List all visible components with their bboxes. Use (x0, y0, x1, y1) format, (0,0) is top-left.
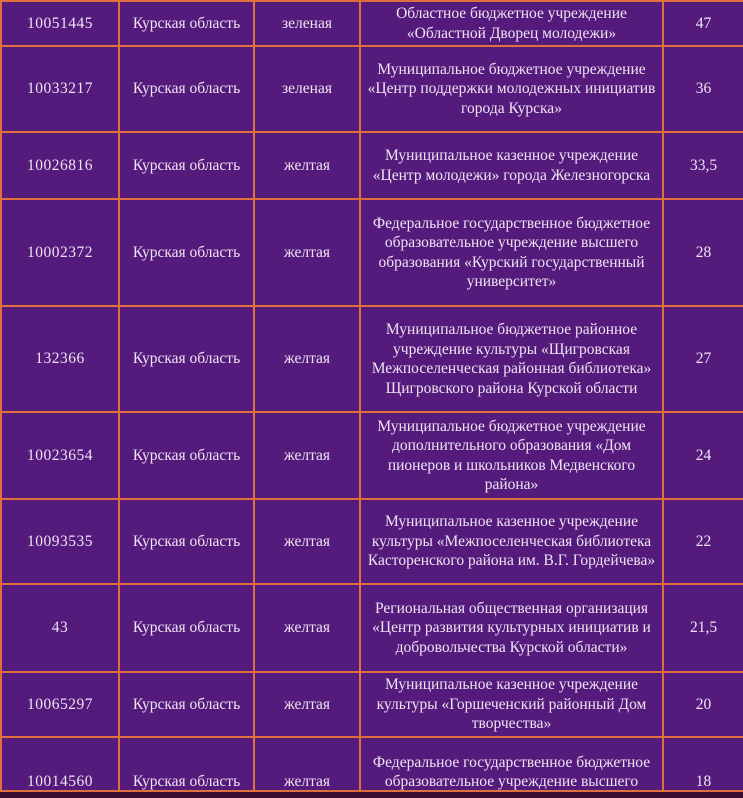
cell-id: 10023654 (0, 411, 120, 500)
cell-score: 28 (662, 198, 743, 307)
cell-name: Муниципальное казенное учреждение культу… (359, 498, 664, 585)
cell-zone: желтая (253, 131, 361, 200)
cell-id: 43 (0, 583, 120, 673)
cell-name: Муниципальное казенное учреждение культу… (359, 671, 664, 738)
cell-score: 47 (662, 0, 743, 47)
cell-score: 21,5 (662, 583, 743, 673)
cell-score: 33,5 (662, 131, 743, 200)
cell-score: 24 (662, 411, 743, 500)
cell-id: 10051445 (0, 0, 120, 47)
table-row: 10002372 Курская область желтая Федеральное… (0, 198, 743, 307)
cell-id: 10002372 (0, 198, 120, 307)
cell-id: 10065297 (0, 671, 120, 738)
cell-zone: желтая (253, 498, 361, 585)
cell-id: 10014560 (0, 736, 120, 790)
cell-zone: желтая (253, 736, 361, 790)
cell-region: Курская область (118, 131, 255, 200)
bottom-edge-strip (0, 790, 743, 798)
cell-region: Курская область (118, 671, 255, 738)
cell-name: Федеральное государственное бюджетное об… (359, 198, 664, 307)
table-row: 10023654 Курская область желтая Муниципальн… (0, 411, 743, 500)
cell-zone: желтая (253, 411, 361, 500)
table-row: 10026816 Курская область желтая Муниципальн… (0, 131, 743, 200)
cell-name: Муниципальное бюджетное учреждение «Цент… (359, 45, 664, 133)
cell-zone: зеленая (253, 45, 361, 133)
cell-region: Курская область (118, 736, 255, 790)
cell-zone: зеленая (253, 0, 361, 47)
cell-region: Курская область (118, 305, 255, 413)
cell-name: Муниципальное бюджетное учреждение допол… (359, 411, 664, 500)
cell-name: Муниципальное казенное учреждение «Центр… (359, 131, 664, 200)
table-row: 10051445 Курская область зеленая Областное … (0, 0, 743, 47)
cell-name: Региональная общественная организация «Ц… (359, 583, 664, 673)
cell-zone: желтая (253, 583, 361, 673)
cell-region: Курская область (118, 411, 255, 500)
cell-region: Курская область (118, 198, 255, 307)
cell-name: Федеральное государственное бюджетное об… (359, 736, 664, 790)
table-row: 10014560 Курская область желтая Федеральное… (0, 736, 743, 790)
cell-score: 27 (662, 305, 743, 413)
table-row: 132366 Курская область желтая Муниципальное… (0, 305, 743, 413)
cell-score: 36 (662, 45, 743, 133)
cell-score: 20 (662, 671, 743, 738)
cell-region: Курская область (118, 45, 255, 133)
table-row: 43 Курская область желтая Региональная обще… (0, 583, 743, 673)
table-row: 10033217 Курская область зеленая Муниципаль… (0, 45, 743, 133)
table-row: 10093535 Курская область желтая Муниципальн… (0, 498, 743, 585)
cell-id: 10026816 (0, 131, 120, 200)
cell-name: Областное бюджетное учреждение «Областно… (359, 0, 664, 47)
cell-score: 18 (662, 736, 743, 790)
cell-zone: желтая (253, 671, 361, 738)
cell-id: 10093535 (0, 498, 120, 585)
cell-id: 10033217 (0, 45, 120, 133)
cell-zone: желтая (253, 198, 361, 307)
cell-zone: желтая (253, 305, 361, 413)
cell-score: 22 (662, 498, 743, 585)
table-row: 10065297 Курская область желтая Муниципальн… (0, 671, 743, 738)
cell-region: Курская область (118, 498, 255, 585)
cell-name: Муниципальное бюджетное районное учрежде… (359, 305, 664, 413)
cell-region: Курская область (118, 0, 255, 47)
cell-id: 132366 (0, 305, 120, 413)
cell-region: Курская область (118, 583, 255, 673)
